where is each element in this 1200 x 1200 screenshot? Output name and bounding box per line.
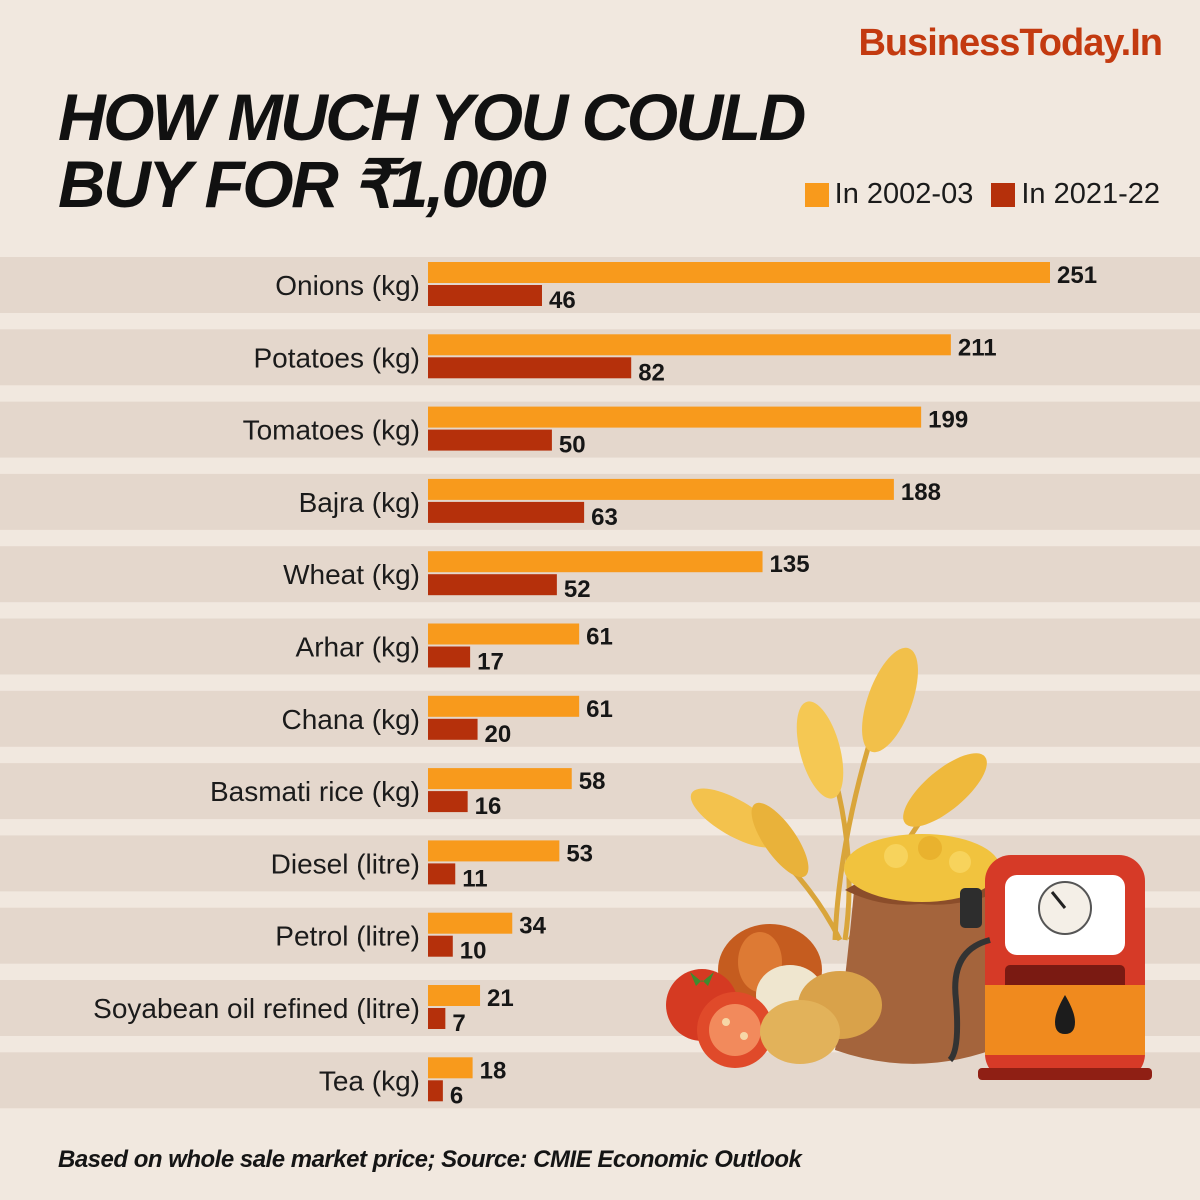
bar-chana-kg-0 (428, 695, 580, 717)
bar-petrol-litre-1 (428, 935, 453, 957)
row-band-basmati-rice-kg (0, 763, 1200, 820)
bar-soyabean-oil-refined-litre-0 (428, 985, 481, 1006)
bar-petrol-litre-0 (428, 912, 513, 934)
bar-diesel-litre-1 (428, 863, 456, 885)
brand-logo: BusinessToday.In (858, 22, 1163, 64)
value-label-wheat-kg-0: 135 (770, 551, 810, 578)
category-label-arhar-kg: Arhar (kg) (296, 632, 420, 663)
potatoes (760, 971, 882, 1064)
bar-potatoes-kg-0 (428, 334, 951, 356)
value-label-wheat-kg-1: 52 (564, 576, 591, 603)
category-label-chana-kg: Chana (kg) (281, 704, 420, 735)
legend-label-2002-03: In 2002-03 (834, 178, 974, 210)
value-label-basmati-rice-kg-0: 58 (579, 768, 606, 795)
bar-tomatoes-kg-1 (428, 429, 552, 451)
bar-basmati-rice-kg-1 (428, 791, 468, 813)
value-label-diesel-litre-0: 53 (566, 840, 593, 867)
bar-arhar-kg-1 (428, 646, 471, 668)
bar-bajra-kg-0 (428, 478, 894, 500)
bar-arhar-kg-0 (428, 623, 580, 645)
category-label-tea-kg: Tea (kg) (319, 1065, 420, 1096)
value-label-potatoes-kg-0: 211 (958, 334, 997, 361)
bar-tea-kg-0 (428, 1057, 473, 1079)
value-label-soyabean-oil-refined-litre-0: 21 (487, 985, 514, 1012)
footnote: Based on whole sale market price; Source… (58, 1146, 802, 1173)
bar-basmati-rice-kg-0 (428, 768, 572, 790)
fuel-pump (947, 855, 1152, 1080)
value-label-petrol-litre-1: 10 (460, 938, 487, 965)
bar-tomatoes-kg-0 (428, 406, 922, 428)
row-band-chana-kg (0, 690, 1200, 747)
value-label-chana-kg-1: 20 (485, 721, 512, 748)
value-label-tomatoes-kg-0: 199 (928, 407, 968, 434)
row-band-arhar-kg (0, 618, 1200, 675)
value-label-chana-kg-0: 61 (586, 696, 613, 723)
value-label-onions-kg-1: 46 (549, 287, 576, 314)
category-label-bajra-kg: Bajra (kg) (299, 487, 420, 518)
category-label-wheat-kg: Wheat (kg) (283, 559, 420, 590)
value-label-arhar-kg-1: 17 (477, 649, 504, 676)
bar-onions-kg-0 (428, 262, 1050, 283)
title-line-2: BUY FOR ₹1,000 (58, 147, 547, 222)
bar-soyabean-oil-refined-litre-1 (428, 1008, 446, 1029)
category-label-soyabean-oil-refined-litre: Soyabean oil refined (litre) (93, 993, 420, 1024)
value-label-potatoes-kg-1: 82 (638, 359, 665, 386)
bar-wheat-kg-0 (428, 551, 763, 573)
value-label-onions-kg-0: 251 (1057, 262, 1097, 289)
category-label-diesel-litre: Diesel (litre) (271, 848, 420, 879)
value-label-soyabean-oil-refined-litre-1: 7 (452, 1010, 465, 1037)
value-label-bajra-kg-0: 188 (901, 479, 941, 506)
value-label-diesel-litre-1: 11 (462, 865, 487, 892)
category-label-basmati-rice-kg: Basmati rice (kg) (210, 776, 420, 807)
legend-swatch-2021-22 (991, 182, 1016, 207)
category-label-onions-kg: Onions (kg) (275, 270, 420, 301)
value-label-basmati-rice-kg-1: 16 (475, 793, 502, 820)
tomatoes (666, 969, 773, 1068)
bar-chana-kg-1 (428, 718, 478, 740)
legend: In 2002-03 In 2021-22 (804, 178, 1160, 211)
legend-label-2021-22: In 2021-22 (1021, 178, 1160, 210)
category-label-tomatoes-kg: Tomatoes (kg) (243, 415, 420, 446)
legend-item-2002-03: In 2002-03 (804, 178, 974, 211)
title-line-1: HOW MUCH YOU COULD (58, 80, 806, 154)
bar-tea-kg-1 (428, 1080, 443, 1102)
value-label-petrol-litre-0: 34 (519, 913, 546, 940)
category-label-potatoes-kg: Potatoes (kg) (253, 342, 420, 373)
value-label-tea-kg-1: 6 (450, 1082, 463, 1109)
legend-swatch-2002-03 (804, 182, 829, 207)
bar-wheat-kg-1 (428, 574, 557, 596)
legend-item-2021-22: In 2021-22 (991, 178, 1160, 211)
category-label-petrol-litre: Petrol (litre) (275, 921, 420, 952)
bar-diesel-litre-0 (428, 840, 560, 862)
bar-onions-kg-1 (428, 285, 542, 306)
bar-potatoes-kg-1 (428, 357, 632, 379)
chart-title: HOW MUCH YOU COULD BUY FOR ₹1,000 (58, 80, 958, 222)
value-label-tea-kg-0: 18 (480, 1057, 507, 1084)
groceries-fuel-illustration (666, 647, 1152, 1080)
value-label-bajra-kg-1: 63 (591, 504, 618, 531)
value-label-arhar-kg-0: 61 (586, 624, 613, 651)
value-label-tomatoes-kg-1: 50 (559, 432, 586, 459)
bar-bajra-kg-1 (428, 501, 585, 523)
